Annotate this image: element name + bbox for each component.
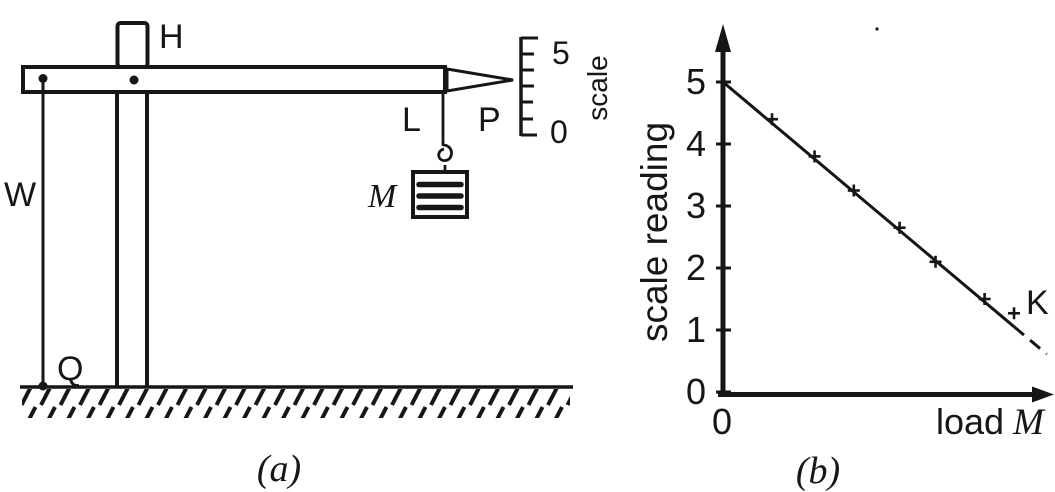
pivot-block (115, 21, 150, 69)
label-W: W (4, 176, 36, 214)
y-tick-label: 2 (686, 247, 706, 288)
x-axis-arrowhead (1032, 386, 1054, 403)
outlier-point-label: K (1026, 284, 1049, 322)
scale-top-number: 5 (552, 35, 570, 71)
graph-b: 0 1 2 3 4 5 (686, 24, 1054, 412)
fit-line-dashed (1013, 325, 1048, 356)
scale-bottom-number: 0 (550, 114, 568, 150)
scan-speck (875, 27, 879, 31)
scale-word-label: scale (582, 55, 613, 120)
label-M: M (367, 178, 398, 215)
hook (437, 143, 453, 163)
y-tick-label: 0 (686, 371, 706, 412)
label-P: P (478, 101, 501, 139)
y-tick-label: 1 (686, 309, 706, 350)
y-tick-label: 5 (686, 61, 706, 102)
x-axis-label-symbol: M (1012, 402, 1046, 443)
base-point-dot (38, 381, 48, 391)
label-Q: Q (57, 350, 83, 388)
beam-fulcrum-dot (129, 75, 139, 85)
y-tick-label: 3 (686, 185, 706, 226)
y-tick-label: 4 (686, 123, 706, 164)
ground-hatching (22, 389, 570, 418)
diagram-a (20, 21, 879, 418)
beam (21, 65, 447, 94)
x-origin-tick-label: 0 (712, 401, 732, 442)
y-axis-arrowhead (715, 24, 731, 52)
pointer-tip (445, 67, 514, 93)
label-L: L (402, 101, 421, 139)
x-axis-label: load (936, 401, 1004, 442)
caption-b: (b) (796, 450, 840, 492)
beam-end-pivot-dot (38, 74, 48, 83)
y-axis-label: scale reading (634, 122, 675, 342)
plot-area: 0 1 2 3 4 5 (686, 61, 1048, 412)
caption-a: (a) (257, 448, 301, 490)
label-H: H (159, 18, 184, 56)
scale-ruler-ticks (521, 36, 538, 137)
